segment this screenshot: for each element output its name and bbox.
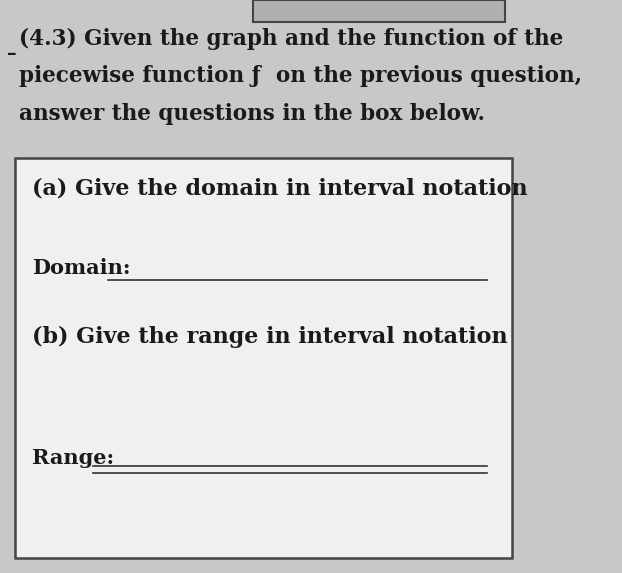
Text: answer the questions in the box below.: answer the questions in the box below. xyxy=(19,103,485,125)
Text: –: – xyxy=(7,45,16,63)
Text: Range:: Range: xyxy=(32,448,114,468)
Bar xyxy=(15,158,512,558)
Bar xyxy=(253,0,505,22)
Text: (b) Give the range in interval notation: (b) Give the range in interval notation xyxy=(32,326,508,348)
Text: (4.3) Given the graph and the function of the: (4.3) Given the graph and the function o… xyxy=(19,28,563,50)
Text: Domain:: Domain: xyxy=(32,258,131,278)
Text: (a) Give the domain in interval notation: (a) Give the domain in interval notation xyxy=(32,178,527,200)
Text: piecewise function ƒ  on the previous question,: piecewise function ƒ on the previous que… xyxy=(19,65,582,87)
